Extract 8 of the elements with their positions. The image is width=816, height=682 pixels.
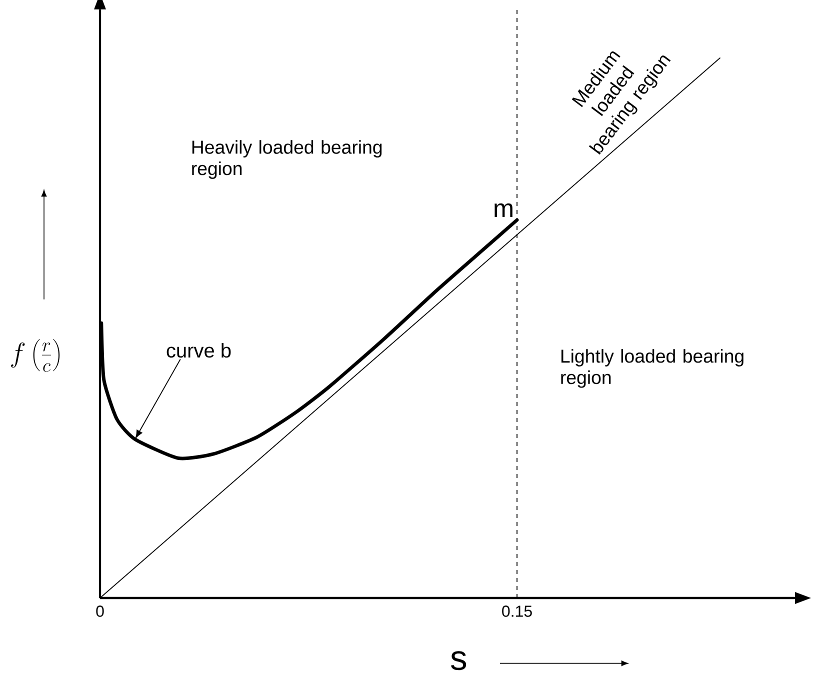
annotation: Heavily loaded bearing region	[192, 140, 382, 179]
annotation: Lightly loaded bearing region	[561, 349, 744, 388]
y-axis-title: $f\left(\frac{r}{c}\right)$	[11, 339, 60, 372]
x-tick-label: 0	[96, 606, 104, 617]
annotation: curve b	[166, 342, 231, 358]
x-tick-label: 0.15	[502, 606, 532, 617]
annotation: m	[494, 203, 512, 218]
x-axis-title: s	[450, 651, 466, 670]
